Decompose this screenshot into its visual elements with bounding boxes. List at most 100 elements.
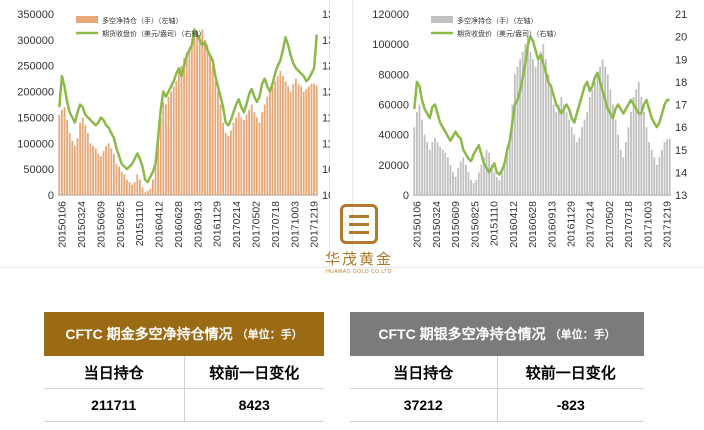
bar <box>180 65 183 195</box>
price-line <box>58 28 318 184</box>
bar <box>581 127 583 195</box>
bar <box>495 176 498 195</box>
bar <box>624 142 627 195</box>
bar <box>133 182 136 195</box>
bar <box>630 112 632 195</box>
bar <box>263 104 266 195</box>
silver-table-header-row: 当日持仓 较前一日变化 <box>350 356 644 389</box>
bar <box>555 112 558 195</box>
bar <box>105 145 108 195</box>
bar <box>485 149 488 195</box>
x-tick-label: 20171003 <box>289 201 301 248</box>
bar <box>483 157 485 195</box>
bar <box>472 182 475 195</box>
bar <box>477 172 480 195</box>
bar <box>313 83 316 195</box>
gold-header-change: 较前一日变化 <box>183 356 325 388</box>
legend-bar-label: 多空净持仓（手）（左轴） <box>457 16 538 25</box>
bar <box>498 179 501 195</box>
bar <box>261 112 264 195</box>
bar <box>436 142 439 195</box>
bar <box>575 142 578 195</box>
bar <box>250 104 253 195</box>
y-right-tick-label: 15 <box>675 145 687 157</box>
bar <box>583 119 586 195</box>
bar <box>292 83 295 195</box>
y-left-tick-label: 0 <box>403 190 409 202</box>
bar <box>563 104 565 195</box>
bar <box>464 164 467 195</box>
bar <box>588 96 591 195</box>
bar <box>284 81 287 195</box>
x-tick-label: 20150324 <box>431 201 443 248</box>
bar <box>112 153 115 195</box>
bar <box>542 44 545 195</box>
bar <box>211 65 214 195</box>
bar <box>426 142 429 195</box>
bar <box>521 51 524 196</box>
bar <box>663 142 666 195</box>
bar <box>237 112 240 195</box>
y-left-tick-label: 40000 <box>378 130 409 142</box>
bar <box>514 74 516 195</box>
bar <box>201 29 204 196</box>
bar <box>310 83 313 195</box>
bar <box>177 70 180 195</box>
bar <box>102 151 105 195</box>
bar <box>506 149 509 195</box>
y-right-tick-label: 19 <box>675 54 687 66</box>
bar <box>271 86 274 195</box>
bar <box>245 114 248 195</box>
bar <box>622 157 625 195</box>
legend-bar-label: 多空净持仓（手）（左轴） <box>102 16 183 25</box>
gold-change-value: 8423 <box>183 389 325 421</box>
gold-header-position: 当日持仓 <box>83 364 144 382</box>
legend-line-label: 期货收盘价（美元/盎司）（右轴） <box>102 29 205 38</box>
bar <box>146 190 149 195</box>
bar <box>537 59 540 195</box>
bar <box>421 119 423 195</box>
bar <box>188 47 191 195</box>
bar <box>120 171 123 195</box>
bar <box>99 156 102 195</box>
bar <box>167 96 170 195</box>
y-right-tick-label: 1240 <box>322 87 330 99</box>
bar <box>128 182 131 195</box>
bar <box>614 119 617 195</box>
bar <box>423 134 426 195</box>
bar <box>459 161 462 195</box>
bar <box>289 91 292 195</box>
bar <box>253 112 256 195</box>
silver-table-title-text: CFTC 期银多空净持仓情况 <box>378 326 546 342</box>
bar <box>255 117 258 195</box>
bar <box>635 89 638 195</box>
x-tick-label: 20160412 <box>508 201 520 248</box>
x-tick-label: 20170214 <box>231 201 243 248</box>
bar <box>276 76 279 195</box>
gold-table-data-row: 211711 8423 <box>44 389 324 422</box>
bar <box>274 81 277 195</box>
bar <box>66 120 69 195</box>
bar <box>534 66 537 196</box>
bar <box>550 89 552 195</box>
bar <box>222 122 225 195</box>
bar <box>565 112 568 195</box>
silver-header-change: 较前一日变化 <box>496 356 645 388</box>
bar <box>640 96 643 195</box>
x-tick-label: 20170214 <box>585 201 597 248</box>
x-tick-label: 20150609 <box>450 201 462 248</box>
y-right-tick-label: 14 <box>675 167 687 179</box>
bar <box>118 166 121 195</box>
bar <box>446 157 449 195</box>
bar <box>568 119 570 195</box>
bar <box>493 172 496 195</box>
bar <box>552 104 555 195</box>
bar <box>617 134 620 195</box>
y-left-tick-label: 100000 <box>17 138 54 150</box>
bar <box>544 59 547 195</box>
bar <box>539 51 542 196</box>
bar <box>141 187 144 195</box>
x-tick-label: 20170718 <box>270 201 282 248</box>
logo-subtitle: HUAMAO GOLD CO.LTD <box>326 269 392 275</box>
x-tick-label: 20150106 <box>412 201 424 248</box>
